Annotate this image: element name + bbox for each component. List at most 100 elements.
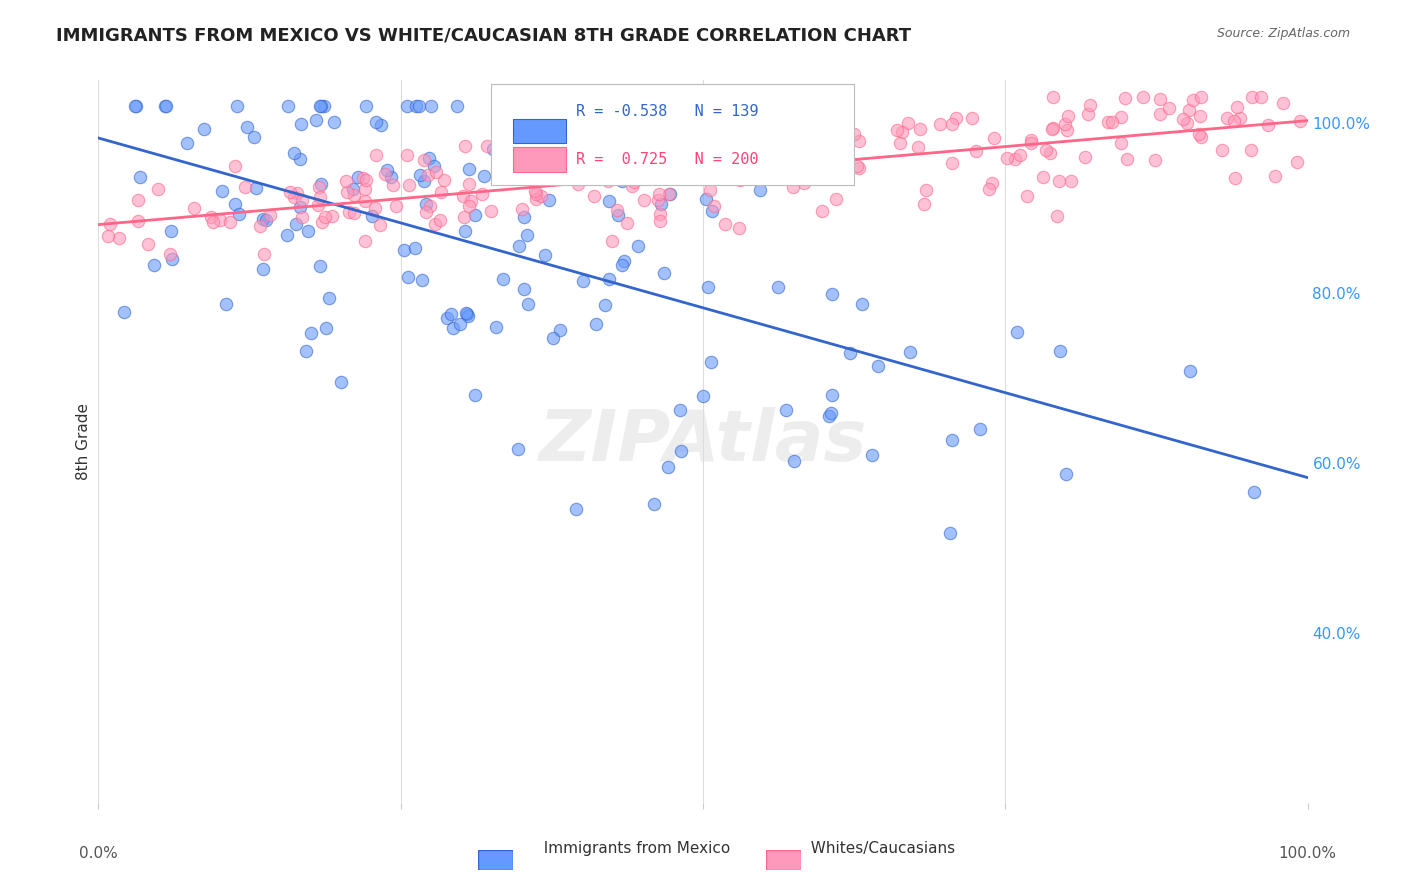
Point — [1008, 148, 1031, 162]
Point — [783, 163, 806, 178]
Point — [314, 99, 336, 113]
Point — [408, 168, 430, 182]
Point — [658, 186, 681, 201]
Point — [1272, 96, 1295, 111]
Point — [208, 212, 231, 227]
Point — [890, 125, 912, 139]
Point — [530, 188, 553, 202]
Point — [354, 194, 377, 208]
Point — [1060, 174, 1083, 188]
Point — [464, 209, 486, 223]
Point — [508, 239, 530, 253]
Point — [506, 442, 529, 456]
Point — [1257, 118, 1279, 132]
Text: R =  0.725   N = 200: R = 0.725 N = 200 — [576, 153, 759, 168]
Point — [441, 321, 464, 335]
Point — [717, 151, 740, 165]
Text: ZIPAtlas: ZIPAtlas — [538, 407, 868, 476]
Point — [652, 169, 675, 183]
Point — [983, 130, 1005, 145]
Point — [517, 297, 540, 311]
Point — [1078, 98, 1101, 112]
Point — [524, 192, 547, 206]
Point — [368, 218, 391, 232]
Point — [453, 189, 475, 203]
Point — [321, 209, 343, 223]
Point — [290, 117, 312, 131]
Point — [308, 189, 330, 203]
Point — [548, 323, 571, 337]
Point — [534, 248, 557, 262]
Point — [565, 502, 588, 516]
Point — [456, 307, 478, 321]
Point — [907, 140, 929, 154]
Point — [423, 159, 446, 173]
Point — [516, 228, 538, 243]
Point — [457, 309, 479, 323]
Point — [343, 187, 366, 202]
Point — [783, 454, 806, 468]
Point — [162, 252, 184, 266]
Point — [703, 199, 725, 213]
Point — [1015, 188, 1038, 202]
Point — [995, 152, 1018, 166]
Point — [382, 178, 405, 193]
Point — [243, 130, 266, 145]
Point — [460, 194, 482, 208]
Point — [278, 186, 301, 200]
Point — [1188, 110, 1211, 124]
Point — [817, 409, 839, 424]
Point — [583, 189, 606, 203]
Point — [820, 406, 842, 420]
Point — [541, 331, 564, 345]
Point — [288, 200, 311, 214]
Point — [1132, 90, 1154, 104]
Point — [848, 161, 870, 176]
Point — [678, 161, 700, 175]
Point — [1019, 136, 1042, 151]
Point — [233, 180, 256, 194]
Point — [834, 170, 856, 185]
Point — [643, 498, 665, 512]
Point — [1049, 174, 1071, 188]
Point — [578, 142, 600, 156]
Point — [245, 180, 267, 194]
Point — [1223, 113, 1246, 128]
Point — [464, 387, 486, 401]
Point — [458, 199, 481, 213]
Point — [960, 112, 983, 126]
Point — [284, 217, 307, 231]
Point — [1004, 152, 1026, 166]
Point — [160, 224, 183, 238]
Point — [623, 175, 645, 189]
Point — [354, 235, 377, 249]
Point — [969, 422, 991, 436]
Point — [477, 138, 499, 153]
Point — [309, 99, 332, 113]
Point — [600, 234, 623, 248]
Point — [433, 173, 456, 187]
Point — [844, 127, 866, 141]
Point — [224, 196, 246, 211]
Point — [457, 177, 479, 191]
Point — [374, 168, 396, 182]
Point — [941, 156, 963, 170]
Point — [845, 160, 868, 174]
Point — [610, 258, 633, 272]
Point — [820, 287, 842, 301]
Point — [136, 236, 159, 251]
Point — [1223, 170, 1246, 185]
Legend: , : , — [533, 95, 582, 150]
Point — [425, 165, 447, 179]
Point — [1053, 117, 1076, 131]
Point — [291, 211, 314, 225]
Point — [782, 180, 804, 194]
Point — [415, 205, 437, 219]
Point — [311, 177, 333, 191]
Point — [727, 221, 749, 235]
Point — [458, 161, 481, 176]
Point — [1149, 107, 1171, 121]
Point — [898, 344, 921, 359]
Point — [510, 202, 533, 216]
Point — [832, 160, 855, 174]
